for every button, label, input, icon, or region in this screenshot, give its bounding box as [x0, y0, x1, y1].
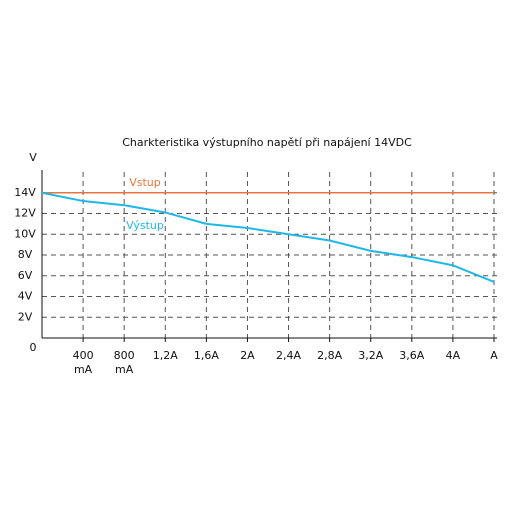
y-tick-label: 4V	[18, 290, 33, 303]
x-tick-label: 400 mA	[73, 349, 94, 376]
series-label: Vstup	[129, 176, 161, 189]
series-line	[41, 191, 495, 283]
x-tick-label: 2,4A	[276, 349, 301, 362]
y-tick-label: 10V	[14, 227, 36, 240]
x-tick-label: 4A	[446, 349, 461, 362]
x-tick-label: 3,2A	[358, 349, 383, 362]
y-tick-label: 14V	[14, 186, 36, 199]
series-label: Výstup	[126, 219, 164, 232]
y-tick-label: 0	[30, 341, 37, 354]
x-tick-label: 1,2A	[153, 349, 178, 362]
chart-title: Charkteristika výstupního napětí při nap…	[122, 136, 412, 149]
y-tick-label: 12V	[14, 207, 36, 220]
y-axis-label: V	[29, 151, 37, 164]
x-tick-label: 2,8A	[317, 349, 342, 362]
y-tick-label: 8V	[18, 248, 33, 261]
y-tick-label: 2V	[18, 310, 33, 323]
x-tick-label: 800 mA	[114, 349, 135, 376]
x-tick-label: 2A	[240, 349, 255, 362]
y-tick-label: 6V	[18, 269, 33, 282]
x-tick-label: A	[490, 349, 498, 362]
x-tick-label: 3,6A	[399, 349, 424, 362]
x-tick-label: 1,6A	[194, 349, 219, 362]
